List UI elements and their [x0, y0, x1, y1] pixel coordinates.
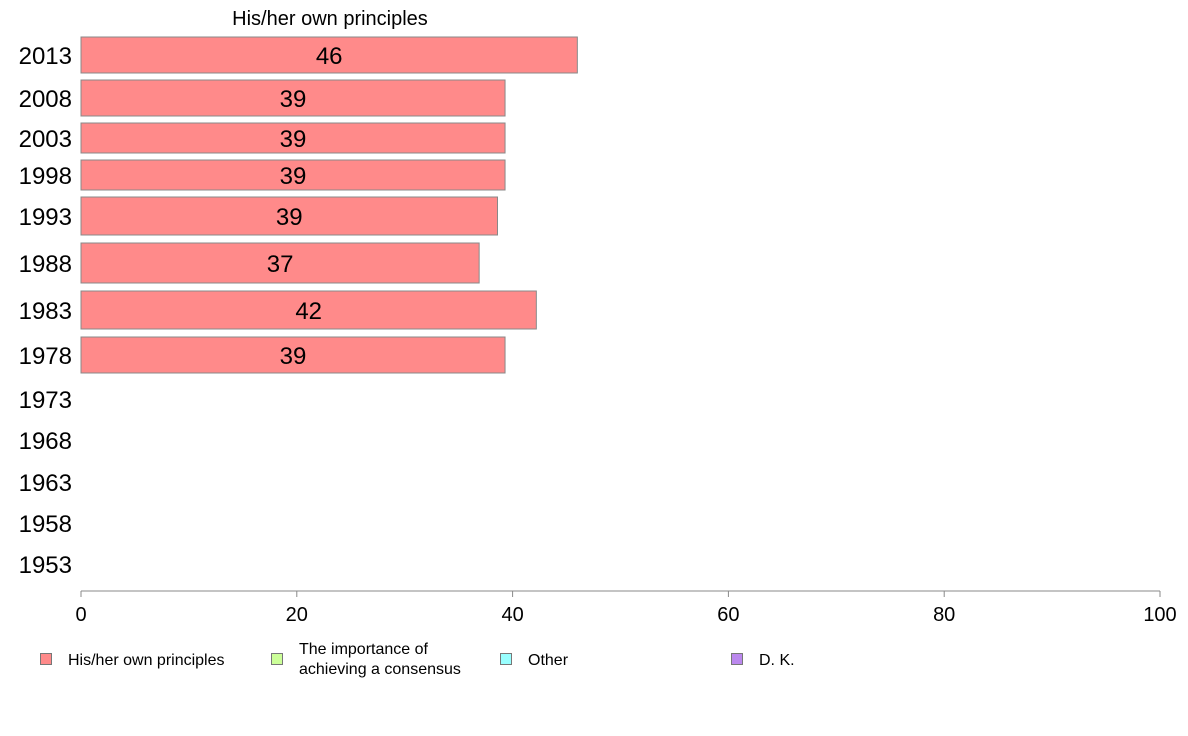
bar: [80, 79, 506, 117]
y-tick-label: 2003: [19, 126, 72, 153]
y-tick-label: 2013: [19, 43, 72, 70]
legend-label: D. K.: [759, 652, 795, 669]
legend-item: Other: [500, 651, 568, 671]
chart-title: His/her own principles: [232, 8, 428, 30]
bar: [80, 242, 480, 284]
x-tick-label: 60: [717, 604, 739, 626]
legend-swatch: [500, 653, 512, 665]
y-tick-label: 1958: [19, 511, 72, 538]
bar-value-label: 39: [280, 86, 307, 113]
y-tick-label: 1963: [19, 470, 72, 497]
bar: [80, 122, 506, 154]
bar-value-label: 39: [276, 204, 303, 231]
legend-label: The importance of achieving a consensus: [299, 641, 461, 678]
y-tick-label: 1978: [19, 343, 72, 370]
bar-value-label: 46: [316, 43, 343, 70]
x-tick-label: 40: [501, 604, 523, 626]
x-tick-label: 80: [933, 604, 955, 626]
legend-item: The importance of achieving a consensus: [271, 640, 461, 680]
x-tick-label: 100: [1143, 604, 1176, 626]
bar: [80, 336, 506, 374]
legend-item: D. K.: [731, 651, 795, 671]
legend-swatch: [40, 653, 52, 665]
legend-item: His/her own principles: [40, 651, 225, 671]
legend-swatch: [271, 653, 283, 665]
bar-value-label: 42: [295, 298, 322, 325]
bar-value-label: 39: [280, 126, 307, 153]
y-tick-label: 1988: [19, 251, 72, 278]
legend-swatch: [731, 653, 743, 665]
bar: [80, 159, 506, 191]
bar-value-label: 39: [280, 163, 307, 190]
y-tick-label: 1968: [19, 428, 72, 455]
bars-group: [80, 36, 578, 374]
y-tick-label: 2008: [19, 86, 72, 113]
bar: [80, 36, 578, 74]
legend-label: Other: [528, 652, 569, 669]
y-axis-labels: 2013 2008 2003 1998 1993 1988 1983 1978 1973 1968…: [19, 43, 72, 579]
bar: [80, 290, 537, 330]
x-tick-label: 20: [286, 604, 308, 626]
bar-value-label: 37: [267, 251, 294, 278]
bar: [80, 196, 498, 236]
x-tick-label: 0: [75, 604, 86, 626]
legend: His/her own principles The importance of …: [0, 640, 1188, 690]
y-tick-label: 1998: [19, 163, 72, 190]
y-tick-label: 1953: [19, 552, 72, 579]
legend-label: His/her own principles: [68, 652, 225, 669]
bar-value-label: 39: [280, 343, 307, 370]
y-tick-label: 1973: [19, 387, 72, 414]
x-axis-ticks: 0 20 40 60 80 100: [75, 591, 1177, 626]
y-tick-label: 1993: [19, 204, 72, 231]
y-tick-label: 1983: [19, 298, 72, 325]
